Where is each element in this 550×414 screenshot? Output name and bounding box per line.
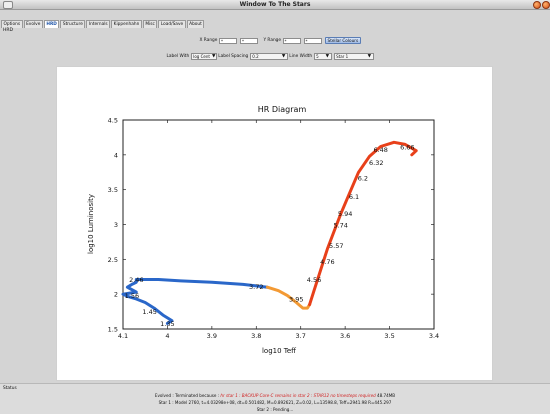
x-tick-label: 3.4 [429, 332, 439, 340]
hr-diagram-chart: HR Diagram log10 Teff log10 Luminosity 4… [87, 105, 439, 355]
close-button[interactable] [542, 1, 550, 9]
x-range-max-field[interactable]: * [239, 37, 258, 44]
status-area: Status Evolved : Terminated because : hr… [0, 383, 550, 414]
window-menu-icon[interactable] [3, 1, 13, 9]
track-age-label: 5.94 [338, 210, 352, 218]
title-bar: Window To The Stars [0, 0, 550, 10]
y-range-label: Y Range [263, 38, 282, 43]
chevron-down-icon: ▼ [325, 54, 330, 59]
status-label: Status [3, 386, 17, 391]
x-range-label: X Range [199, 38, 218, 43]
hr-track-main-sequence [121, 278, 269, 325]
tab-misc[interactable]: Misc [142, 20, 158, 28]
track-age-label: 3.95 [289, 296, 303, 304]
track-age-label: 5.74 [333, 222, 347, 230]
track-age-label: 1.35 [160, 320, 174, 328]
y-range-min-field[interactable]: * [282, 37, 301, 44]
tab-structure[interactable]: Structure [60, 20, 86, 28]
y-tick-label: 2.5 [108, 256, 118, 264]
track-age-label: 4.56 [307, 276, 321, 284]
options-row: Label With log Cent ▼ Label Spacing 0.2 ▼ … [165, 53, 374, 60]
tab-evolve[interactable]: Evolve [23, 20, 43, 28]
y-tick-label: 2 [114, 291, 118, 299]
x-tick-label: 3.5 [384, 332, 394, 340]
star2-status-line: Star 2 : Pending... [256, 407, 294, 412]
label-spacing-select[interactable]: 0.2 ▼ [249, 53, 288, 60]
label-spacing-value: 0.2 [252, 54, 259, 59]
track-age-label: 1.56 [125, 292, 139, 300]
x-tick-label: 3.7 [296, 332, 306, 340]
y-tick-label: 4 [114, 151, 118, 159]
line-width-select[interactable]: 5 ▼ [313, 53, 332, 60]
x-range-min-field[interactable]: * [218, 37, 237, 44]
tab-bar: Options Evolve HRD Structure Internals K… [1, 20, 205, 28]
evolved-reason: hr star 1 : BACKUP Core-C remains in sta… [220, 393, 376, 398]
label-with-select[interactable]: log Cent ▼ [190, 53, 217, 60]
x-tick-label: 3.8 [251, 332, 261, 340]
evolved-status-line: Evolved : Terminated because : hr star 1… [0, 393, 550, 398]
x-axis-label: log10 Teff [262, 347, 296, 355]
chevron-down-icon: ▼ [367, 54, 372, 59]
hr-track-red-giant [308, 140, 418, 307]
x-tick-label: 3.9 [207, 332, 217, 340]
range-row: X Range * * Y Range * * Stellar Colours [198, 37, 362, 44]
evolved-value: 48.74MB [377, 393, 396, 398]
star1-status-line: Star 1 : Model 2760, t=4.03298e+08, dt=0… [158, 400, 392, 405]
track-age-label: 6.1 [349, 193, 359, 201]
y-tick-label: 1.5 [108, 326, 118, 334]
tab-internals[interactable]: Internals [86, 20, 111, 28]
label-spacing-label: Label Spacing [218, 54, 249, 59]
label-with-label: Label With [166, 54, 190, 59]
track-age-label: 6.66 [400, 144, 414, 152]
tab-about[interactable]: About [186, 20, 205, 28]
tab-load-save[interactable]: Load/Save [158, 20, 186, 28]
y-tick-label: 3 [114, 221, 118, 229]
y-axis-label: log10 Luminosity [87, 194, 95, 254]
tab-kippenhahn[interactable]: Kippenhahn [111, 20, 142, 28]
panel-label: HRD [3, 28, 13, 33]
track-age-label: 3.72 [249, 283, 263, 291]
x-tick-label: 4 [165, 332, 169, 340]
chevron-down-icon: ▼ [211, 54, 216, 59]
tab-hrd[interactable]: HRD [43, 20, 60, 28]
window-title: Window To The Stars [239, 1, 311, 8]
track-age-label: 6.48 [373, 146, 387, 154]
evolved-prefix: Evolved : Terminated because : [154, 393, 220, 398]
star-value: Star 1 [336, 54, 349, 59]
chevron-down-icon: ▼ [281, 54, 286, 59]
y-tick-label: 4.5 [108, 117, 118, 125]
stellar-colours-button[interactable]: Stellar Colours [324, 37, 362, 44]
track-age-label: 5.57 [329, 242, 343, 250]
line-width-label: Line Width [289, 54, 313, 59]
x-tick-label: 3.6 [340, 332, 350, 340]
label-with-value: log Cent [193, 54, 210, 59]
maximize-button[interactable] [533, 1, 541, 9]
star-select[interactable]: Star 1 ▼ [333, 53, 374, 60]
tab-options[interactable]: Options [1, 20, 23, 28]
line-width-value: 5 [316, 54, 319, 59]
y-tick-label: 3.5 [108, 186, 118, 194]
chart-title: HR Diagram [258, 105, 307, 114]
track-age-label: 6.2 [358, 174, 368, 182]
track-age-label: 1.45 [142, 308, 156, 316]
plot-canvas: HR Diagram log10 Teff log10 Luminosity 4… [56, 66, 493, 381]
hr-track-subgiant [265, 285, 312, 310]
track-age-label: 4.76 [320, 258, 334, 266]
x-tick-label: 4.1 [118, 332, 128, 340]
y-range-max-field[interactable]: * [303, 37, 322, 44]
track-age-label: 6.32 [369, 159, 383, 167]
track-age-label: 2.46 [129, 276, 143, 284]
